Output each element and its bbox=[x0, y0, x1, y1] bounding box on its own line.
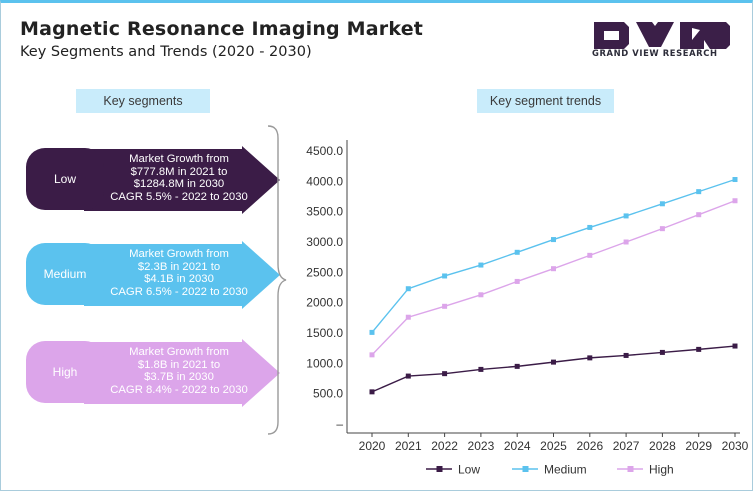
segment-medium-line: CAGR 6.5% - 2022 to 2030 bbox=[110, 285, 248, 298]
y-tick-label: 4000.0 bbox=[306, 174, 343, 188]
segment-medium: Medium Market Growth from $2.3B in 2021 … bbox=[26, 241, 282, 309]
x-tick-label: 2024 bbox=[504, 439, 531, 453]
data-point-low bbox=[732, 343, 738, 349]
data-point-high bbox=[732, 198, 738, 204]
data-point-low bbox=[659, 349, 665, 355]
data-point-low bbox=[405, 373, 411, 379]
segment-high-name: High bbox=[26, 341, 104, 403]
x-tick-label: 2022 bbox=[431, 439, 458, 453]
segment-low-line: $1284.8M in 2030 bbox=[133, 178, 225, 190]
legend-marker-high bbox=[627, 466, 634, 472]
segment-high-line: CAGR 8.4% - 2022 to 2030 bbox=[110, 383, 248, 396]
legend-label-high: High bbox=[649, 463, 674, 477]
data-point-medium bbox=[514, 249, 520, 255]
y-tick-label: 2000.0 bbox=[306, 296, 343, 310]
segment-low-arrow bbox=[84, 146, 280, 214]
brand-name: GRAND VIEW RESEARCH bbox=[592, 48, 718, 58]
segment-medium-line: Market Growth from bbox=[129, 248, 229, 260]
segments-brace-icon bbox=[267, 125, 287, 435]
x-tick-label: 2023 bbox=[468, 439, 495, 453]
data-point-high bbox=[478, 292, 484, 298]
x-tick-label: 2020 bbox=[359, 439, 386, 453]
segment-medium-description: Market Growth from $2.3B in 2021 to $4.1… bbox=[104, 248, 254, 298]
segment-trends-chart: 4500.0 4000.0 3500.0 3000.0 2500.0 2000.0 1500… bbox=[306, 140, 749, 477]
data-point-medium bbox=[478, 262, 484, 268]
data-point-low bbox=[551, 359, 556, 365]
segment-low-name: Low bbox=[26, 148, 104, 210]
y-tick-label: – bbox=[336, 417, 343, 431]
y-tick-label: 1000.0 bbox=[306, 356, 343, 370]
data-point-medium bbox=[696, 189, 702, 195]
y-tick-label: 2500.0 bbox=[306, 265, 343, 279]
x-tick-label: 2027 bbox=[613, 439, 640, 453]
series-line-high bbox=[371, 200, 736, 356]
y-tick-label: 1500.0 bbox=[306, 326, 343, 340]
segment-high-line: $3.7B in 2030 bbox=[144, 371, 214, 383]
data-point-high bbox=[405, 314, 411, 320]
segment-low-description: Market Growth from $777.8M in 2021 to $1… bbox=[104, 153, 254, 203]
x-tick-label: 2021 bbox=[395, 439, 422, 453]
data-point-medium bbox=[405, 286, 411, 292]
y-tick-label: 3000.0 bbox=[306, 235, 343, 249]
segment-medium-line: $2.3B in 2021 to bbox=[137, 260, 221, 273]
segment-high-arrow bbox=[84, 339, 280, 407]
x-tick-label: 2025 bbox=[540, 439, 567, 453]
legend-label-low: Low bbox=[458, 463, 480, 477]
x-tick-label: 2029 bbox=[685, 439, 712, 453]
y-tick-label: 3500.0 bbox=[306, 205, 343, 219]
data-point-high bbox=[442, 303, 448, 309]
page-title: Magnetic Resonance Imaging Market bbox=[20, 18, 424, 40]
data-point-high bbox=[551, 266, 556, 272]
y-tick-label: 4500.0 bbox=[306, 144, 343, 158]
data-point-low bbox=[442, 371, 448, 377]
series-line-medium bbox=[371, 178, 736, 333]
key-segments-label: Key segments bbox=[76, 89, 210, 113]
segment-medium-name: Medium bbox=[26, 243, 104, 305]
data-point-low bbox=[696, 346, 702, 352]
data-point-medium bbox=[369, 329, 375, 335]
segment-high: High Market Growth from $1.8B in 2021 to… bbox=[26, 339, 282, 407]
data-point-medium bbox=[659, 201, 665, 207]
data-point-high bbox=[659, 226, 665, 232]
segment-high-line: $1.8B in 2021 to bbox=[137, 358, 221, 371]
data-point-low bbox=[369, 389, 375, 395]
legend-marker-medium bbox=[522, 466, 529, 472]
segment-medium-line: $4.1B in 2030 bbox=[144, 273, 214, 285]
data-point-low bbox=[587, 355, 593, 361]
data-point-high bbox=[623, 239, 629, 245]
x-tick-label: 2026 bbox=[576, 439, 603, 453]
segment-high-description: Market Growth from $1.8B in 2021 to $3.7… bbox=[104, 346, 254, 396]
segment-low-line: CAGR 5.5% - 2022 to 2030 bbox=[110, 190, 248, 203]
segment-high-line: Market Growth from bbox=[129, 346, 229, 358]
page-subtitle: Key Segments and Trends (2020 - 2030) bbox=[20, 44, 312, 60]
data-point-high bbox=[514, 278, 520, 284]
data-point-medium bbox=[623, 213, 629, 219]
segment-medium-arrow bbox=[84, 241, 280, 309]
segment-low-line: Market Growth from bbox=[129, 153, 229, 165]
data-point-medium bbox=[587, 224, 593, 230]
data-point-medium bbox=[442, 273, 448, 279]
legend-marker-low bbox=[436, 466, 443, 472]
legend-label-medium: Medium bbox=[544, 463, 587, 477]
key-segment-trends-label: Key segment trends bbox=[477, 89, 614, 113]
data-point-low bbox=[514, 363, 520, 369]
data-point-low bbox=[478, 366, 484, 372]
y-tick-label: 500.0 bbox=[313, 387, 343, 401]
grand-view-research-logo-icon bbox=[594, 22, 730, 49]
data-point-medium bbox=[551, 237, 556, 243]
data-point-high bbox=[587, 252, 593, 258]
x-tick-label: 2028 bbox=[649, 439, 676, 453]
data-point-low bbox=[623, 352, 629, 358]
series-line-low bbox=[371, 345, 736, 393]
segment-low-line: $777.8M in 2021 to bbox=[130, 165, 228, 178]
data-point-high bbox=[369, 352, 375, 358]
segment-low: Low Market Growth from $777.8M in 2021 t… bbox=[26, 146, 282, 214]
data-point-medium bbox=[732, 177, 738, 183]
x-tick-label: 2030 bbox=[722, 439, 749, 453]
data-point-high bbox=[696, 212, 702, 218]
